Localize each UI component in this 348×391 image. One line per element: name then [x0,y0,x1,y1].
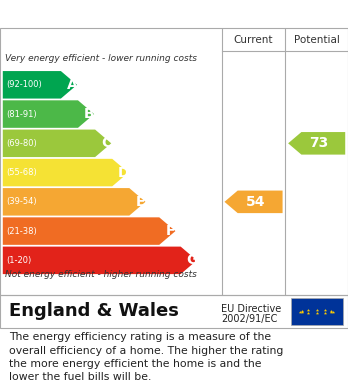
Text: 2002/91/EC: 2002/91/EC [221,314,277,324]
Text: A: A [67,78,78,92]
Text: (81-91): (81-91) [6,109,37,118]
Text: F: F [166,224,175,238]
Text: 73: 73 [309,136,328,150]
Text: England & Wales: England & Wales [9,303,179,321]
Polygon shape [3,217,175,245]
Text: Very energy efficient - lower running costs: Very energy efficient - lower running co… [5,54,197,63]
Text: The energy efficiency rating is a measure of the
overall efficiency of a home. T: The energy efficiency rating is a measur… [9,332,283,382]
Text: (1-20): (1-20) [6,256,32,265]
Text: Current: Current [234,35,273,45]
Text: EU Directive: EU Directive [221,304,281,314]
Text: C: C [101,136,111,150]
Polygon shape [3,159,128,187]
Text: B: B [84,107,95,121]
Text: G: G [186,253,198,267]
Text: Not energy efficient - higher running costs: Not energy efficient - higher running co… [5,270,197,279]
Text: (69-80): (69-80) [6,139,37,148]
Text: E: E [136,195,145,209]
Polygon shape [3,247,197,274]
Text: D: D [118,165,129,179]
Polygon shape [3,100,94,128]
Polygon shape [3,188,145,215]
Bar [291,298,343,325]
Text: Potential: Potential [294,35,340,45]
Text: 54: 54 [246,195,265,209]
Polygon shape [288,132,345,154]
Text: Energy Efficiency Rating: Energy Efficiency Rating [9,5,238,23]
Polygon shape [3,71,77,99]
Text: (92-100): (92-100) [6,80,42,89]
Text: (55-68): (55-68) [6,168,37,177]
Polygon shape [224,190,283,213]
Text: (39-54): (39-54) [6,197,37,206]
Text: (21-38): (21-38) [6,227,37,236]
Polygon shape [3,129,111,157]
